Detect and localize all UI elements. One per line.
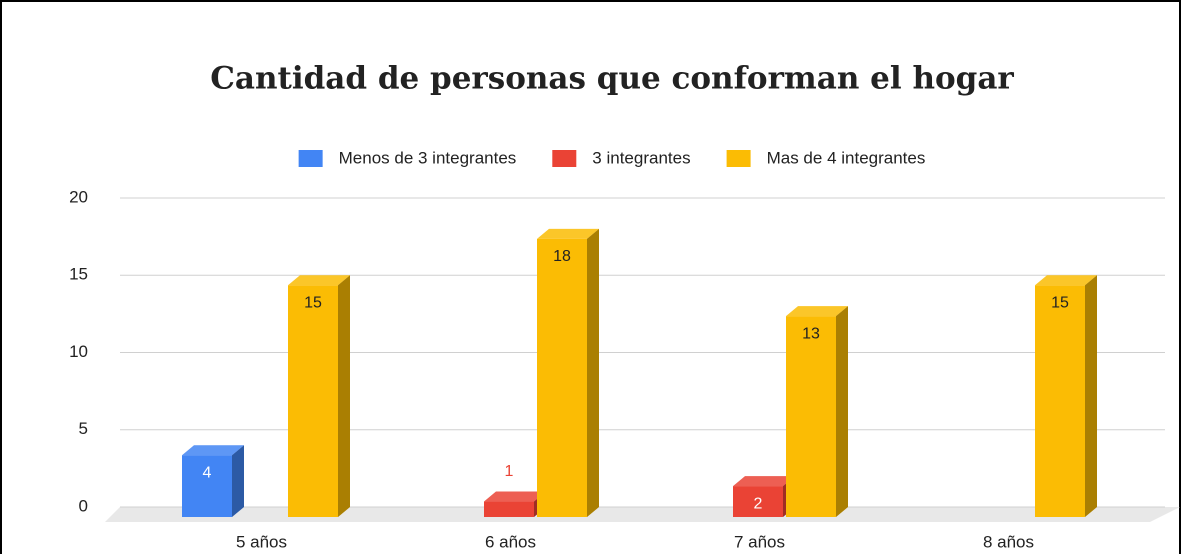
bar-front	[288, 285, 338, 517]
bar-side-shade	[1085, 275, 1097, 517]
bar-front	[537, 238, 587, 517]
data-label: 4	[203, 464, 212, 481]
data-label: 1	[505, 463, 514, 480]
legend-label: Menos de 3 integrantes	[339, 148, 517, 167]
bar-top	[733, 476, 795, 487]
bar-side-shade	[587, 228, 599, 517]
data-label: 2	[754, 495, 763, 512]
bar-side	[1085, 275, 1097, 517]
bar-side	[836, 306, 848, 517]
legend-label: 3 integrantes	[592, 148, 690, 167]
y-tick-label: 0	[79, 496, 88, 515]
bar-top-shade	[1035, 275, 1097, 286]
x-tick-label: 7 años	[734, 532, 785, 551]
data-label: 13	[802, 325, 820, 342]
bar-top	[484, 491, 546, 502]
bar-top	[537, 228, 599, 239]
legend-swatch	[298, 150, 323, 167]
data-label: 15	[304, 294, 322, 311]
bar	[182, 445, 244, 517]
legend-swatch	[726, 150, 751, 167]
bar-side	[338, 275, 350, 517]
bar-front	[484, 501, 534, 517]
bar-front	[1035, 285, 1085, 517]
x-tick-label: 5 años	[236, 532, 287, 551]
bar-side	[232, 445, 244, 517]
bar-top	[1035, 275, 1097, 286]
bar-side-shade	[232, 445, 244, 517]
bar-top-shade	[733, 476, 795, 487]
bar-top	[786, 306, 848, 317]
bar	[786, 306, 848, 517]
floor	[105, 507, 1180, 522]
data-label: 15	[1051, 294, 1069, 311]
bar	[733, 476, 795, 517]
bar-top-shade	[786, 306, 848, 317]
bar-side-shade	[836, 306, 848, 517]
legend-swatch	[552, 150, 577, 167]
bar-top	[288, 275, 350, 286]
chart-title: Cantidad de personas que conforman el ho…	[210, 61, 1014, 97]
bar-top	[182, 445, 244, 456]
bar-top-shade	[182, 445, 244, 456]
data-label: 18	[553, 248, 571, 265]
y-tick-label: 5	[79, 419, 88, 438]
legend-label: Mas de 4 integrantes	[767, 148, 926, 167]
bar-front	[786, 316, 836, 517]
bar	[288, 275, 350, 517]
bar-side	[587, 228, 599, 517]
x-tick-label: 6 años	[485, 532, 536, 551]
x-tick-label: 8 años	[983, 532, 1034, 551]
y-tick-label: 10	[69, 342, 88, 361]
bar	[484, 491, 546, 517]
bar-top-shade	[537, 228, 599, 239]
bar-top-shade	[288, 275, 350, 286]
y-tick-label: 20	[69, 187, 88, 206]
bar-front	[733, 486, 783, 517]
bar	[1035, 275, 1097, 517]
y-tick-label: 15	[69, 265, 88, 284]
bar-side-shade	[338, 275, 350, 517]
bar-top-shade	[484, 491, 546, 502]
bar	[537, 228, 599, 517]
bar-front	[182, 455, 232, 517]
